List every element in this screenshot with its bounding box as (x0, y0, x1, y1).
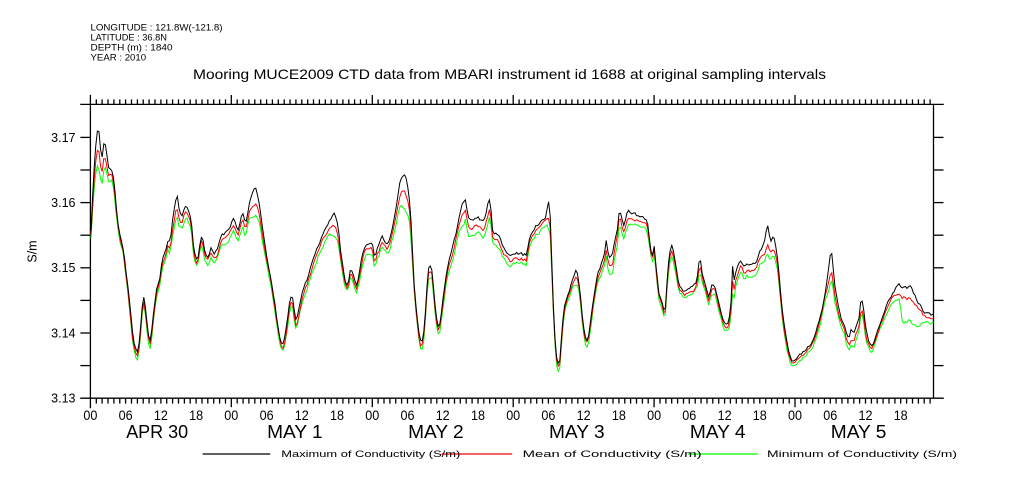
svg-text:00: 00 (365, 407, 379, 423)
svg-text:3.14: 3.14 (51, 326, 75, 340)
svg-text:MAY 5: MAY 5 (831, 422, 887, 442)
svg-text:06: 06 (119, 407, 133, 423)
svg-text:S/m: S/m (26, 240, 40, 262)
svg-text:APR 30: APR 30 (126, 422, 188, 442)
svg-text:MAY 4: MAY 4 (690, 422, 746, 442)
svg-text:3.17: 3.17 (51, 131, 75, 145)
svg-text:3.13: 3.13 (51, 392, 75, 406)
svg-text:06: 06 (823, 407, 837, 423)
svg-text:YEAR : 2010: YEAR : 2010 (91, 52, 147, 63)
svg-text:3.15: 3.15 (51, 261, 75, 275)
svg-text:Minimum of Conductivity (S/m): Minimum of Conductivity (S/m) (767, 449, 957, 460)
svg-text:MAY 1: MAY 1 (267, 422, 323, 442)
svg-text:12: 12 (859, 407, 873, 423)
svg-text:MAY 3: MAY 3 (549, 422, 605, 442)
svg-text:12: 12 (577, 407, 591, 423)
svg-text:LATITUDE : 36.8N: LATITUDE : 36.8N (91, 33, 168, 44)
svg-text:LONGITUDE : 121.8W(-121.8): LONGITUDE : 121.8W(-121.8) (91, 23, 223, 34)
svg-text:12: 12 (436, 407, 450, 423)
svg-text:MAY 2: MAY 2 (408, 422, 464, 442)
svg-text:06: 06 (401, 407, 415, 423)
svg-text:00: 00 (788, 407, 802, 423)
svg-text:Mooring MUCE2009 CTD data from: Mooring MUCE2009 CTD data from MBARI ins… (193, 66, 826, 82)
svg-text:12: 12 (718, 407, 732, 423)
svg-text:18: 18 (189, 407, 203, 423)
svg-text:18: 18 (330, 407, 344, 423)
svg-text:18: 18 (471, 407, 485, 423)
svg-text:18: 18 (753, 407, 767, 423)
svg-text:06: 06 (260, 407, 274, 423)
svg-text:06: 06 (541, 407, 555, 423)
svg-text:DEPTH (m) : 1840: DEPTH (m) : 1840 (91, 43, 173, 54)
svg-text:Maximum of Conductivity (S/m): Maximum of Conductivity (S/m) (281, 449, 460, 460)
svg-text:06: 06 (682, 407, 696, 423)
svg-text:18: 18 (894, 407, 908, 423)
svg-text:18: 18 (612, 407, 626, 423)
svg-text:Mean of Conductivity (S/m): Mean of Conductivity (S/m) (523, 449, 702, 460)
svg-text:12: 12 (295, 407, 309, 423)
svg-text:00: 00 (506, 407, 520, 423)
svg-text:12: 12 (154, 407, 168, 423)
svg-text:00: 00 (83, 407, 97, 423)
svg-text:00: 00 (224, 407, 238, 423)
svg-text:3.16: 3.16 (51, 196, 75, 210)
svg-text:00: 00 (647, 407, 661, 423)
